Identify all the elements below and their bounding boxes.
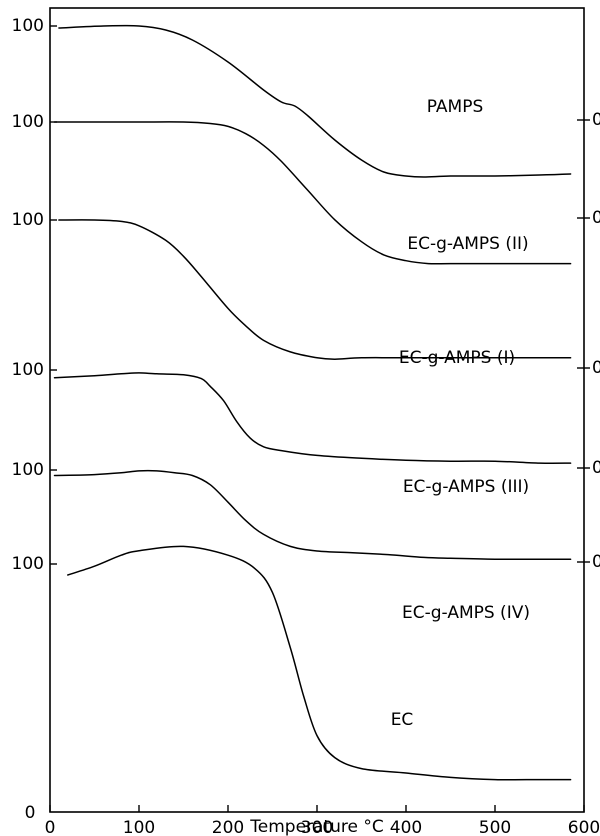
x-tick-label: 0 bbox=[45, 818, 56, 836]
series-curve-6 bbox=[67, 545, 572, 781]
ticks-layer bbox=[49, 25, 590, 812]
y-tick-label-0-right: 0 bbox=[592, 208, 600, 228]
y-tick-label-100: 100 bbox=[12, 16, 44, 36]
curves-layer bbox=[53, 24, 572, 781]
series-label: EC bbox=[391, 710, 414, 730]
y-tick-label-100: 100 bbox=[12, 554, 44, 574]
series-label: EC-g-AMPS (II) bbox=[407, 234, 528, 254]
series-curve-3 bbox=[58, 219, 572, 360]
y-tick-label-100: 100 bbox=[12, 460, 44, 480]
y-tick-label-0-right: 0 bbox=[592, 358, 600, 378]
y-tick-label-100: 100 bbox=[12, 112, 44, 132]
y-axis-bottom-label: 0 bbox=[25, 803, 36, 823]
y-tick-label-100: 100 bbox=[12, 360, 44, 380]
y-tick-label-0-right: 0 bbox=[592, 110, 600, 130]
x-tick-label: 600 bbox=[568, 818, 600, 836]
labels-layer: 0 100 200 300 400 500 600 100 PAMPS 100 0 EC-g-AMPS… bbox=[12, 16, 600, 836]
x-tick-label: 300 bbox=[301, 818, 333, 836]
series-label: EC-g-AMPS (I) bbox=[399, 348, 515, 368]
series-label: EC-g-AMPS (IV) bbox=[402, 603, 530, 623]
series-curve-2 bbox=[53, 121, 572, 265]
x-tick-label: 500 bbox=[479, 818, 511, 836]
x-tick-label: 400 bbox=[390, 818, 422, 836]
series-curve-4 bbox=[53, 372, 572, 464]
series-curve-5 bbox=[53, 469, 572, 561]
series-curve-1 bbox=[58, 24, 572, 178]
series-label: EC-g-AMPS (III) bbox=[403, 477, 529, 497]
x-axis-label: Temperature °C bbox=[249, 817, 383, 836]
series-label: PAMPS bbox=[427, 97, 484, 117]
plot-frame bbox=[49, 7, 585, 813]
x-tick-label: 100 bbox=[123, 818, 155, 836]
y-tick-label-0-right: 0 bbox=[592, 552, 600, 572]
y-tick-label-100: 100 bbox=[12, 210, 44, 230]
x-tick-label: 200 bbox=[212, 818, 244, 836]
y-tick-label-0-right: 0 bbox=[592, 458, 600, 478]
